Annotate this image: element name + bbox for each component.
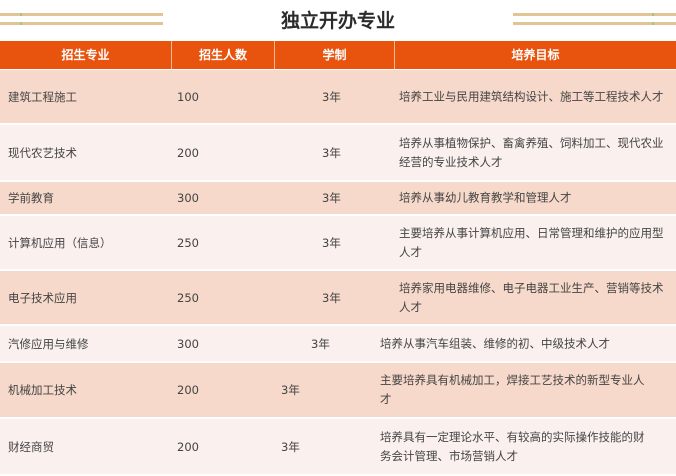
- years-cell: 3年: [322, 89, 341, 104]
- table-row: 现代农艺技术 200 3年 培养从事植物保护、畜禽养殖、饲料加工、现代农业经营的…: [0, 125, 676, 180]
- decoration-mark: [652, 22, 654, 25]
- goal-cell: 培养从事汽车组装、维修的初、中级技术人才: [380, 336, 610, 350]
- chopstick-decoration: [0, 13, 163, 16]
- major-cell: 现代农艺技术: [8, 145, 77, 160]
- table-row: 学前教育 300 3年 培养从事幼儿教育教学和管理人才: [0, 182, 676, 214]
- decoration-mark: [652, 13, 654, 16]
- years-cell: 3年: [311, 336, 330, 351]
- count-cell: 200: [177, 383, 199, 397]
- goal-cell: 主要培养从事计算机应用、日常管理和维护的应用型人才: [399, 225, 664, 259]
- table-row: 财经商贸 200 3年 培养具有一定理论水平、有较高的实际操作技能的财务会计管理…: [0, 419, 676, 474]
- count-cell: 300: [177, 336, 199, 351]
- goal-cell: 培养从事幼儿教育教学和管理人才: [399, 190, 572, 205]
- major-cell: 学前教育: [8, 191, 54, 205]
- count-cell: 100: [177, 89, 199, 104]
- years-cell: 3年: [322, 145, 341, 160]
- header-goal: 培养目标: [511, 48, 560, 62]
- goal-cell: 培养具有一定理论水平、有较高的实际操作技能的财务会计管理、市场营销人才: [380, 429, 645, 463]
- chopstick-decoration: [0, 22, 163, 25]
- years-cell: 3年: [281, 439, 300, 454]
- count-cell: 200: [177, 145, 199, 160]
- years-cell: 3年: [322, 191, 341, 205]
- count-cell: 300: [177, 191, 199, 205]
- years-cell: 3年: [322, 235, 341, 250]
- page-title: 独立开办专业: [280, 10, 395, 32]
- count-cell: 250: [177, 235, 199, 250]
- major-cell: 计算机应用（信息）: [8, 235, 112, 250]
- table-row: 汽修应用与维修 300 3年 培养从事汽车组装、维修的初、中级技术人才: [0, 326, 676, 361]
- header-count: 招生人数: [172, 41, 275, 69]
- table-row: 电子技术应用 250 3年 培养家用电器维修、电子电器工业生产、营销等技术人才: [0, 271, 676, 324]
- goal-cell: 培养从事植物保护、畜禽养殖、饲料加工、现代农业经营的专业技术人才: [399, 135, 664, 169]
- decoration-mark: [20, 13, 22, 16]
- major-cell: 机械加工技术: [8, 383, 77, 397]
- years-cell: 3年: [322, 290, 341, 305]
- decoration-mark: [20, 22, 22, 25]
- major-cell: 建筑工程施工: [8, 89, 77, 104]
- header-years: 学制: [275, 41, 395, 69]
- chopstick-decoration: [513, 13, 676, 16]
- goal-cell: 培养家用电器维修、电子电器工业生产、营销等技术人才: [399, 280, 664, 314]
- major-cell: 汽修应用与维修: [8, 336, 89, 351]
- table-row: 机械加工技术 200 3年 主要培养具有机械加工，焊接工艺技术的新型专业人才: [0, 363, 676, 417]
- years-cell: 3年: [281, 383, 300, 397]
- table-row: 建筑工程施工 100 3年 培养工业与民用建筑结构设计、施工等工程技术人才: [0, 70, 676, 123]
- major-cell: 财经商贸: [8, 439, 54, 454]
- chopstick-decoration: [513, 22, 676, 25]
- count-cell: 200: [177, 439, 199, 454]
- table-header: 招生专业 招生人数 学制 培养目标: [0, 41, 676, 69]
- table-row: 计算机应用（信息） 250 3年 主要培养从事计算机应用、日常管理和维护的应用型…: [0, 216, 676, 269]
- goal-cell: 主要培养具有机械加工，焊接工艺技术的新型专业人才: [380, 373, 645, 406]
- header-major: 招生专业: [0, 41, 172, 69]
- count-cell: 250: [177, 290, 199, 305]
- goal-cell: 培养工业与民用建筑结构设计、施工等工程技术人才: [399, 89, 664, 103]
- major-cell: 电子技术应用: [8, 290, 77, 305]
